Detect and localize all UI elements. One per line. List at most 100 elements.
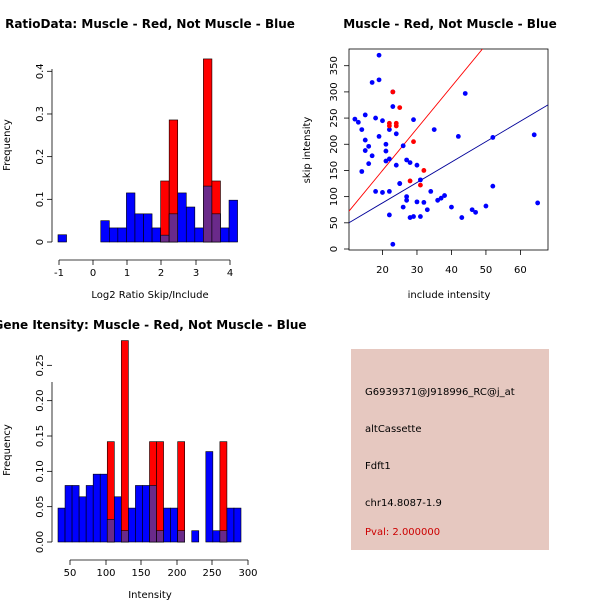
chromosome-location: chr14.8087-1.9: [365, 498, 442, 509]
bar-not-muscle: [185, 206, 196, 243]
point-muscle: [407, 178, 413, 184]
bar-muscle: [156, 441, 164, 543]
point-not-muscle: [366, 143, 372, 149]
intensity-hist-plot: 50 100 150 200 250 300 0.00 0.05 0.10 0.15 0.20 0.2…: [35, 340, 258, 579]
point-not-muscle: [376, 52, 382, 58]
y-tick-label: 0.10: [35, 460, 46, 482]
bar-not-muscle: [64, 485, 73, 543]
y-tick-label: 0.00: [35, 531, 46, 553]
point-not-muscle: [366, 161, 372, 167]
point-not-muscle: [462, 91, 468, 96]
gene-name: Fdft1: [365, 461, 391, 472]
point-not-muscle: [442, 193, 447, 198]
y-tick-label: 0.3: [35, 106, 46, 122]
ratio-hist-plot: -1 0 1 2 3 4 0 0.1 0.2 0.3 0.4: [35, 58, 238, 279]
plot-frame: [348, 48, 549, 251]
ratio-hist-title: RatioData: Muscle - Red, Not Muscle - Bl…: [5, 17, 295, 31]
bar-not-muscle: [194, 227, 204, 243]
x-tick-label: -1: [54, 268, 64, 279]
bar-muscle: [177, 441, 185, 543]
point-not-muscle: [473, 209, 478, 215]
bar-not-muscle: [135, 485, 143, 543]
y-tick-label: 300: [329, 82, 340, 101]
point-not-muscle: [421, 199, 427, 205]
x-tick-label: 200: [167, 568, 186, 579]
point-not-muscle: [469, 207, 475, 213]
event-type: altCassette: [365, 424, 422, 435]
bar-overlap: [156, 530, 164, 543]
y-tick-label: 0.25: [35, 354, 46, 376]
bar-not-muscle: [226, 507, 235, 543]
point-not-muscle: [383, 148, 389, 154]
point-not-muscle: [386, 127, 392, 132]
x-tick-label: 1: [124, 268, 130, 279]
x-tick-label: 40: [445, 265, 458, 276]
x-tick-label: 30: [411, 265, 424, 276]
point-not-muscle: [407, 160, 413, 165]
point-muscle: [411, 139, 416, 145]
x-tick-label: 0: [90, 268, 96, 279]
intensity-hist-ylabel: Frequency: [2, 424, 13, 476]
y-tick-label: 0.2: [35, 149, 46, 165]
bar-not-muscle: [99, 473, 108, 543]
y-tick-label: 0: [329, 246, 340, 252]
point-not-muscle: [386, 156, 392, 162]
bar-not-muscle: [212, 530, 221, 543]
point-not-muscle: [369, 80, 375, 85]
point-not-muscle: [431, 127, 437, 132]
bar-muscle: [121, 340, 129, 543]
point-not-muscle: [376, 134, 382, 139]
bar-not-muscle: [134, 213, 144, 243]
x-tick-label: 3: [193, 268, 199, 279]
bar-not-muscle: [177, 192, 187, 243]
point-not-muscle: [373, 115, 378, 121]
point-not-muscle: [418, 214, 423, 219]
point-not-muscle: [376, 77, 382, 83]
x-tick-label: 2: [158, 268, 164, 279]
y-tick-label: 0.4: [35, 63, 46, 79]
point-not-muscle: [390, 241, 396, 247]
point-muscle: [418, 182, 423, 188]
regression-line: [349, 104, 548, 224]
point-not-muscle: [449, 204, 454, 210]
bar-muscle: [219, 441, 228, 543]
point-muscle: [397, 105, 403, 111]
point-not-muscle: [355, 119, 361, 125]
point-muscle: [386, 120, 392, 126]
point-not-muscle: [400, 143, 406, 149]
point-not-muscle: [393, 131, 399, 137]
point-not-muscle: [362, 112, 368, 118]
scatter-ylabel: skip intensity: [302, 117, 313, 184]
point-not-muscle: [404, 157, 410, 163]
point-not-muscle: [397, 181, 403, 186]
bar-overlap: [149, 485, 157, 543]
point-not-muscle: [483, 203, 489, 209]
y-tick-label: 50: [329, 216, 340, 229]
bar-not-muscle: [109, 227, 119, 243]
bar-not-muscle: [92, 473, 101, 543]
bar-not-muscle: [57, 507, 66, 543]
point-not-muscle: [373, 188, 378, 194]
point-not-muscle: [424, 207, 430, 213]
point-not-muscle: [404, 194, 410, 200]
point-not-muscle: [386, 212, 392, 218]
bar-not-muscle: [126, 192, 136, 243]
point-not-muscle: [352, 116, 358, 122]
point-muscle: [393, 123, 399, 129]
point-muscle: [421, 168, 427, 173]
bar-not-muscle: [78, 496, 87, 543]
point-not-muscle: [535, 200, 541, 206]
point-not-muscle: [404, 197, 410, 203]
y-tick-label: 100: [329, 187, 340, 206]
point-not-muscle: [411, 117, 416, 123]
point-not-muscle: [359, 127, 365, 132]
bar-not-muscle: [114, 496, 122, 543]
point-not-muscle: [490, 183, 496, 189]
bar-not-muscle: [163, 507, 171, 543]
y-tick-label: 0.1: [35, 191, 46, 207]
ratio-hist-xlabel: Log2 Ratio Skip/Include: [91, 290, 208, 301]
point-not-muscle: [369, 153, 375, 159]
bar-overlap: [121, 530, 129, 543]
point-not-muscle: [362, 148, 368, 153]
point-not-muscle: [380, 190, 385, 195]
